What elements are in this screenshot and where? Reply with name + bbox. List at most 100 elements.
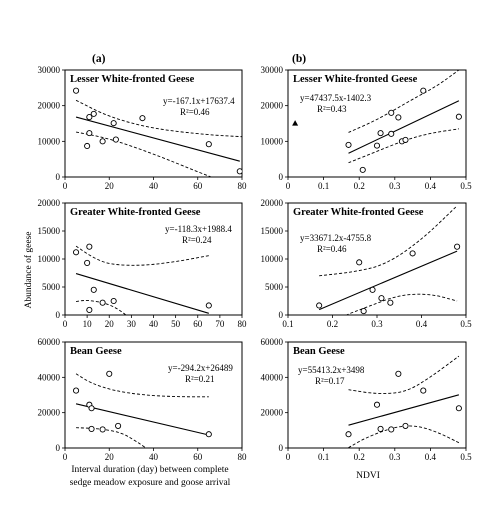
x-tick-label: 20 [105, 181, 115, 191]
y-tick-label: 20000 [261, 198, 284, 208]
data-point [73, 387, 80, 394]
data-point [99, 299, 106, 306]
data-point [86, 243, 93, 250]
data-point [115, 422, 122, 429]
x-tick-label: 60 [193, 452, 203, 462]
r-squared: R²=0.43 [317, 104, 347, 114]
chart-panel-3: 0.1 0.2 0.3 0.4 0.5 0 5000 10000 15000 20000 Great… [261, 198, 473, 329]
r-squared: R²=0.24 [182, 235, 212, 245]
y-tick-label: 0 [279, 443, 284, 453]
ci-upper-curve [319, 205, 458, 277]
y-tick-label: 20000 [38, 408, 61, 418]
data-point [110, 297, 117, 305]
data-point [345, 431, 352, 438]
x-tick-label: 60 [193, 181, 203, 191]
data-point [420, 387, 427, 394]
chart-panel-0: 0 20 40 60 80 0 10000 20000 30000 Lesser White-fr… [38, 65, 248, 191]
x-tick-label: 0.3 [389, 181, 401, 191]
panel-title: Greater White-fronted Geese [293, 207, 424, 218]
plot-frame [64, 69, 243, 178]
panel-label-b: (b) [292, 53, 306, 65]
data-point [395, 370, 402, 377]
data-point [86, 130, 93, 137]
x-tick-label: 0 [286, 181, 291, 191]
x-tick-label: 40 [149, 319, 159, 329]
x-tick-label: 0.2 [354, 452, 365, 462]
x-tick-label: 0.1 [282, 319, 293, 329]
plot-frame [64, 202, 243, 316]
data-point [236, 168, 242, 175]
data-point [395, 114, 402, 121]
x-tick-label: 80 [238, 319, 248, 329]
data-point [316, 302, 323, 309]
data-point [356, 259, 363, 266]
y-tick-label: 10000 [261, 254, 284, 264]
plot-frame [287, 341, 467, 449]
y-tick-label: 40000 [261, 372, 284, 382]
chart-panel-5: 0 0.1 0.2 0.3 0.4 0.5 0 20000 40000 60000 Bean Gee… [261, 337, 473, 462]
x-tick-label: 0.1 [318, 181, 329, 191]
triangle-marker-icon [292, 120, 299, 126]
fit-equation: y=47437.5x-1402.3 [300, 93, 372, 103]
y-tick-label: 10000 [38, 136, 61, 146]
y-axis-label: Abundance of geese [23, 231, 34, 308]
y-tick-label: 20000 [38, 101, 61, 111]
x-tick-label: 40 [149, 452, 159, 462]
data-point [88, 425, 95, 432]
x-tick-label: 0 [63, 319, 68, 329]
data-point [420, 87, 427, 94]
fit-equation: y=55413.2x+3498 [298, 365, 365, 375]
y-tick-label: 60000 [261, 337, 284, 347]
data-point [84, 142, 91, 150]
data-point [84, 259, 91, 266]
data-point [88, 405, 95, 412]
y-tick-label: 5000 [265, 282, 284, 292]
r-squared: R²=0.46 [180, 107, 210, 117]
x-tick-label: 0.4 [416, 319, 428, 329]
panel-title: Lesser White-fronted Geese [293, 74, 418, 85]
data-point [387, 299, 394, 306]
x-axis-label-left-line1: Interval duration (day) between complete [71, 464, 228, 475]
data-point [205, 431, 212, 438]
y-tick-label: 20000 [38, 198, 61, 208]
y-tick-label: 10000 [261, 136, 284, 146]
ci-lower-curve [76, 427, 147, 448]
data-point [388, 109, 395, 116]
regression-line [75, 273, 209, 314]
data-point [369, 286, 376, 293]
panel-title: Greater White-fronted Geese [70, 207, 201, 218]
x-axis-label-left-line2: sedge meadow exposure and goose arrival [70, 478, 231, 488]
y-tick-label: 20000 [261, 408, 284, 418]
y-tick-label: 0 [279, 172, 284, 182]
data-point [455, 113, 462, 120]
data-point [402, 136, 409, 143]
panel-title: Bean Geese [70, 346, 122, 357]
x-tick-label: 0.1 [318, 452, 329, 462]
x-tick-label: 20 [105, 452, 115, 462]
regression-line [318, 250, 458, 311]
x-tick-label: 0.3 [389, 452, 401, 462]
x-tick-label: 40 [149, 181, 159, 191]
r-squared: R²=0.17 [315, 376, 345, 386]
x-tick-label: 80 [238, 181, 248, 191]
y-tick-label: 0 [279, 310, 284, 320]
ci-upper-curve [348, 70, 460, 133]
x-tick-label: 0 [286, 452, 291, 462]
data-point [388, 130, 395, 137]
y-tick-label: 0 [56, 310, 61, 320]
x-tick-label: 0.3 [371, 319, 383, 329]
y-tick-label: 30000 [38, 65, 61, 75]
ci-lower-curve [75, 131, 213, 177]
regression-line [348, 100, 460, 154]
data-point [454, 243, 461, 250]
y-tick-label: 60000 [38, 337, 61, 347]
data-point [377, 425, 384, 432]
data-point [73, 87, 80, 94]
data-point [388, 426, 395, 433]
y-tick-label: 40000 [38, 372, 61, 382]
data-point [409, 250, 416, 257]
x-tick-label: 20 [105, 319, 115, 329]
regression-line [75, 116, 240, 162]
